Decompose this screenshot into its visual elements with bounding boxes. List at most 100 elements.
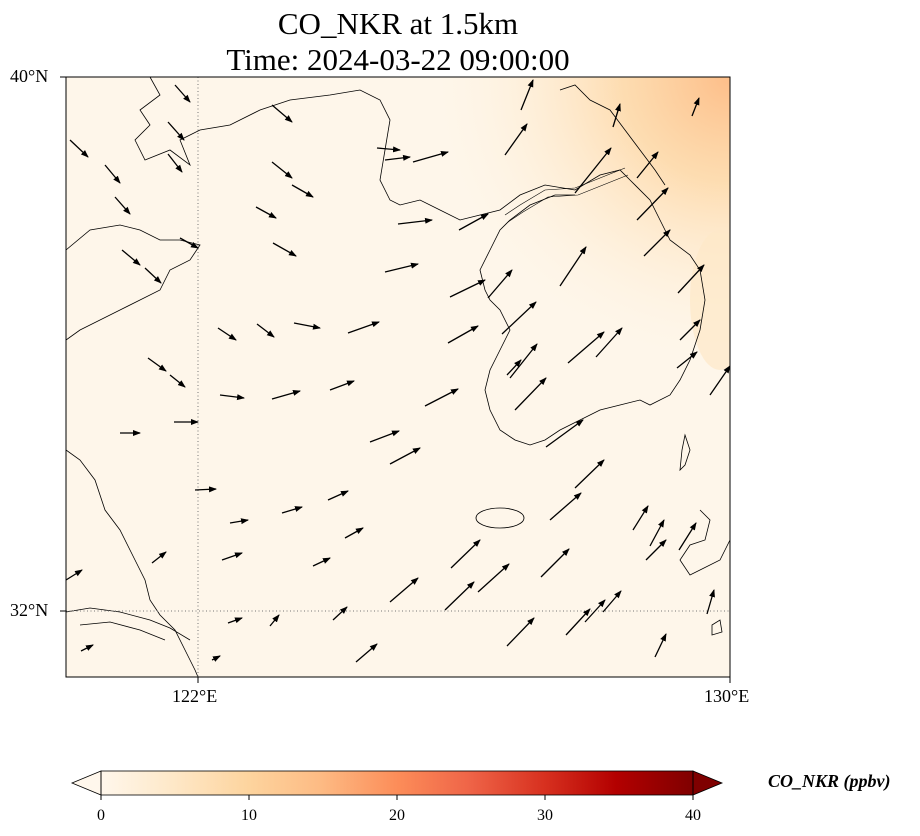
wind-vector — [256, 323, 275, 338]
gridlines — [66, 77, 730, 677]
wind-vector — [229, 518, 249, 525]
wind-vector — [706, 589, 715, 615]
wind-vector — [312, 557, 331, 567]
lat-label-40n: 40°N — [10, 66, 49, 86]
wind-vector — [151, 551, 167, 564]
wind-vector — [389, 447, 421, 465]
wind-vector — [458, 213, 489, 231]
colorbar-tick-10: 10 — [241, 807, 257, 824]
wind-vector — [424, 388, 459, 407]
small-island — [711, 619, 723, 636]
wind-vector — [121, 249, 141, 266]
lon-label-122e: 122°E — [172, 686, 218, 706]
wind-vector — [376, 146, 401, 153]
colorbar-tick-30: 30 — [537, 807, 553, 824]
liaodong-coast — [134, 77, 706, 446]
wind-vector — [329, 380, 355, 391]
china-east-coast — [66, 224, 201, 341]
wind-vector — [219, 394, 245, 401]
wind-vector — [269, 614, 280, 627]
wind-vector — [389, 577, 419, 603]
wind-vector — [636, 151, 659, 179]
wind-vector — [347, 321, 380, 334]
wind-vector — [293, 322, 321, 330]
wind-vector — [565, 608, 591, 636]
jiangsu-coast — [66, 449, 199, 677]
wind-vector — [559, 246, 587, 287]
wind-vector — [271, 161, 293, 179]
wind-vector — [447, 325, 479, 344]
coastlines — [66, 77, 730, 677]
wind-vector — [397, 217, 433, 225]
wind-vector — [344, 527, 364, 539]
wind-vector — [545, 419, 584, 448]
wind-vector — [174, 84, 191, 103]
colorbar — [70, 770, 724, 800]
map-title-line2: Time: 2024-03-22 09:00:00 — [226, 42, 570, 77]
wind-vector — [514, 377, 547, 411]
wind-vector — [574, 147, 612, 194]
wind-vector — [602, 590, 622, 613]
wind-vector — [167, 153, 183, 173]
lat-label-32n: 32°N — [10, 600, 49, 620]
wind-vector — [114, 196, 131, 215]
wind-vector — [676, 351, 698, 369]
colorbar-gradient — [101, 771, 693, 795]
wind-vector — [654, 633, 667, 658]
wind-vector — [520, 79, 534, 111]
wind-vector — [217, 327, 237, 341]
colorbar-tick-20: 20 — [389, 807, 405, 824]
wind-vector — [332, 606, 348, 621]
map-title-line1: CO_NKR at 1.5km — [277, 6, 519, 41]
wind-vector — [487, 269, 513, 299]
wind-vector — [509, 343, 538, 379]
border-line-2 — [507, 174, 629, 223]
colorbar-extend-max — [692, 770, 724, 796]
wind-vector — [384, 154, 411, 161]
colorbar-ticks — [100, 795, 694, 800]
wind-vector — [281, 506, 303, 514]
wind-vector — [384, 262, 419, 273]
wind-vector — [221, 552, 243, 561]
wind-vector — [506, 617, 535, 647]
wind-vector — [412, 151, 449, 163]
wind-vector — [678, 522, 697, 551]
tsushima-island — [679, 433, 691, 472]
wind-vector — [147, 357, 167, 372]
axis-ticks — [60, 76, 731, 683]
wind-vector — [549, 492, 582, 521]
wind-vector — [691, 97, 700, 117]
jeju-island — [475, 507, 525, 529]
yangtze-estuary — [66, 607, 191, 641]
wind-vector — [595, 327, 623, 358]
wind-vector — [271, 104, 293, 123]
wind-vector — [540, 548, 570, 578]
colorbar-label: CO_NKR (ppbv) — [768, 771, 891, 791]
wind-vector — [272, 242, 297, 257]
wind-vector — [65, 569, 83, 581]
colorbar-extend-min — [70, 770, 102, 796]
wind-vector — [179, 237, 199, 249]
wind-vector — [506, 359, 522, 376]
wind-vector — [211, 655, 221, 662]
wind-vector — [632, 505, 649, 531]
east-plume — [690, 230, 730, 370]
colorbar-tick-0: 0 — [97, 807, 105, 824]
wind-vector — [643, 229, 671, 257]
wind-vector — [677, 264, 705, 294]
wind-vector — [169, 374, 186, 388]
wind-vector — [612, 103, 621, 128]
wind-vector — [444, 581, 475, 611]
wind-vector — [167, 121, 185, 141]
wind-vector — [584, 599, 606, 623]
wind-vector — [227, 617, 243, 624]
wind-vector — [104, 164, 121, 184]
wind-vector — [327, 490, 349, 501]
wind-vector — [477, 563, 510, 593]
wind-vector — [567, 331, 605, 364]
wind-vector — [255, 206, 277, 219]
kyushu-coast — [679, 509, 730, 576]
wind-vector — [574, 459, 605, 489]
wind-vector — [501, 301, 537, 335]
